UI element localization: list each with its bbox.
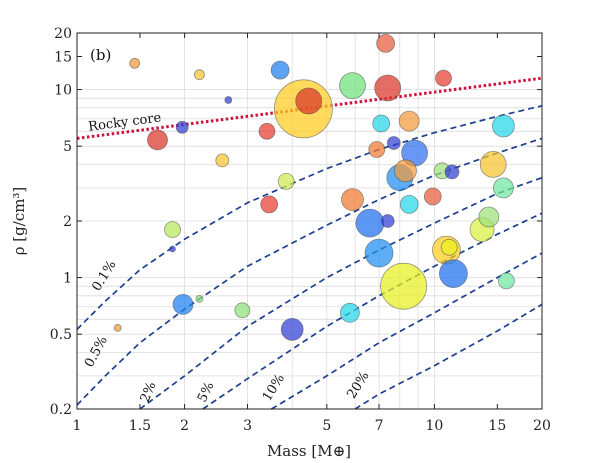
- y-tick-label: 2: [63, 214, 72, 230]
- planet-point: [258, 122, 276, 140]
- y-axis-title: ρ [g/cm³]: [10, 187, 28, 256]
- planet-point: [368, 141, 386, 158]
- planet-point: [147, 129, 168, 151]
- x-tick-label: 10: [425, 418, 443, 434]
- planet-point: [491, 114, 515, 138]
- planet-point: [113, 323, 122, 332]
- planet-points: [113, 34, 515, 341]
- planet-point: [478, 206, 500, 228]
- x-tick-label: 1: [73, 418, 82, 434]
- planet-point: [386, 136, 401, 150]
- planet-point: [339, 72, 366, 99]
- y-tick-label: 5: [63, 139, 72, 155]
- planet-point: [380, 262, 428, 310]
- y-tick-label: 0.5: [50, 327, 72, 343]
- planet-point: [172, 293, 194, 315]
- planet-point: [497, 272, 515, 290]
- envelope-curve: [202, 212, 543, 410]
- envelope-curve: [76, 104, 543, 331]
- envelope-curve: [354, 303, 543, 410]
- planet-point: [193, 69, 205, 81]
- y-axis-ticks: 0.2 0.5 1 2 5 10 15 20: [50, 26, 542, 418]
- planet-point: [376, 34, 396, 53]
- planet-point: [175, 120, 189, 134]
- x-tick-label: 20: [533, 418, 551, 434]
- x-tick-label: 15: [488, 418, 506, 434]
- x-tick-label: 5: [322, 418, 331, 434]
- rocky-core-curve: [76, 76, 543, 140]
- x-tick-label: 7: [375, 418, 384, 434]
- panel-label: (b): [90, 46, 111, 64]
- y-tick-label: 1: [63, 271, 72, 287]
- planet-point: [270, 60, 290, 80]
- envelope-curve: [271, 252, 543, 410]
- x-axis-title: Mass [M⊕]: [267, 442, 351, 460]
- planet-point: [260, 195, 279, 214]
- planet-point: [164, 221, 181, 239]
- planet-point: [479, 150, 507, 178]
- envelope-curve: [76, 137, 543, 406]
- planet-point: [169, 245, 176, 253]
- planet-point: [295, 87, 323, 115]
- planet-point: [364, 238, 394, 268]
- x-axis-ticks: 1 1.5 2 3 5 7 10 15 20: [73, 33, 551, 434]
- planet-point: [394, 159, 417, 183]
- planet-point: [280, 317, 304, 341]
- y-tick-label: 10: [54, 83, 72, 99]
- planet-point: [423, 187, 442, 206]
- x-tick-label: 3: [243, 418, 252, 434]
- planet-point: [277, 172, 295, 190]
- planet-point: [355, 208, 385, 238]
- planet-point: [339, 302, 360, 323]
- planet-point: [444, 164, 460, 180]
- planet-point: [215, 153, 230, 168]
- planet-point: [195, 294, 204, 303]
- y-tick-label: 15: [54, 49, 72, 65]
- x-tick-label: 1.5: [129, 418, 151, 434]
- y-tick-label: 0.2: [50, 402, 72, 418]
- planet-point: [492, 177, 514, 199]
- planet-point: [341, 188, 364, 212]
- planet-point: [435, 69, 452, 87]
- planet-point: [234, 302, 251, 319]
- planet-point: [438, 259, 468, 289]
- x-tick-label: 2: [180, 418, 189, 434]
- planet-point: [372, 114, 391, 133]
- envelope-curve-label: 2%: [138, 380, 160, 405]
- planet-point: [374, 74, 402, 102]
- planet-point: [380, 214, 395, 228]
- envelope-curves: [76, 104, 543, 410]
- planet-point: [224, 96, 233, 104]
- planet-point: [398, 110, 420, 132]
- y-tick-label: 20: [54, 26, 72, 42]
- planet-point: [440, 238, 458, 256]
- planet-point: [129, 57, 141, 69]
- planet-point: [399, 194, 419, 214]
